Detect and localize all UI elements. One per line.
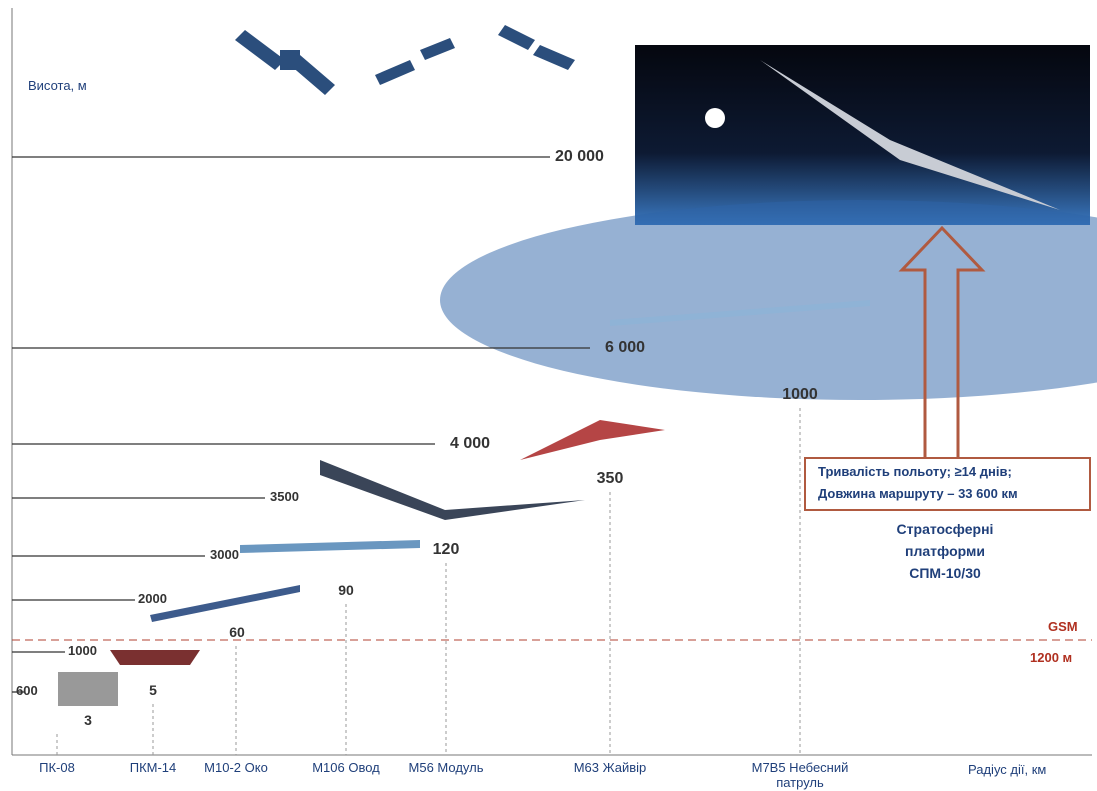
note-line: Довжина маршруту – 33 600 км xyxy=(818,486,1018,501)
altitude-label: 600 xyxy=(16,683,38,698)
altitude-label: 20 000 xyxy=(555,148,604,165)
altitude-label: 2000 xyxy=(138,591,167,606)
drone-name: М56 Модуль xyxy=(408,760,484,775)
radius-label: 90 xyxy=(338,582,354,598)
note-box xyxy=(804,457,1091,511)
gsm-altitude: 1200 м xyxy=(1030,650,1073,665)
drone-name: М63 Жайвір xyxy=(573,760,647,775)
satellites xyxy=(235,25,575,95)
y-axis-label: Висота, м xyxy=(28,78,87,93)
radius-label: 1000 xyxy=(782,386,818,403)
sun xyxy=(705,108,725,128)
drone-name: ПК-08 xyxy=(39,760,75,775)
radius-label: 3 xyxy=(84,712,92,728)
radius-label: 120 xyxy=(432,541,460,558)
note-line: Тривалість польоту; ≥14 днів; xyxy=(818,464,1012,479)
gsm-label: GSM xyxy=(1048,619,1078,634)
drone-name: ПКМ-14 xyxy=(129,760,177,775)
altitude-label: 3000 xyxy=(210,547,239,562)
altitude-label: 1000 xyxy=(68,643,97,658)
radius-label: 60 xyxy=(229,624,245,640)
drones xyxy=(58,300,870,706)
drone-name: М106 Овод xyxy=(312,760,380,775)
radius-label: 350 xyxy=(596,470,624,487)
radius-label: 5 xyxy=(149,682,157,698)
altitude-label: 4 000 xyxy=(450,435,491,452)
caption: Стратосферні платформи СПМ-10/30 xyxy=(896,521,994,581)
altitude-label: 6 000 xyxy=(605,339,646,356)
earth xyxy=(440,200,1097,400)
drone-name: М10-2 Око xyxy=(204,760,268,775)
x-axis-label: Радіус дії, км xyxy=(968,762,1047,777)
altitude-label: 3500 xyxy=(270,489,299,504)
arrow xyxy=(898,225,986,460)
drone-name: М7В5 Небесний патруль xyxy=(751,760,849,790)
